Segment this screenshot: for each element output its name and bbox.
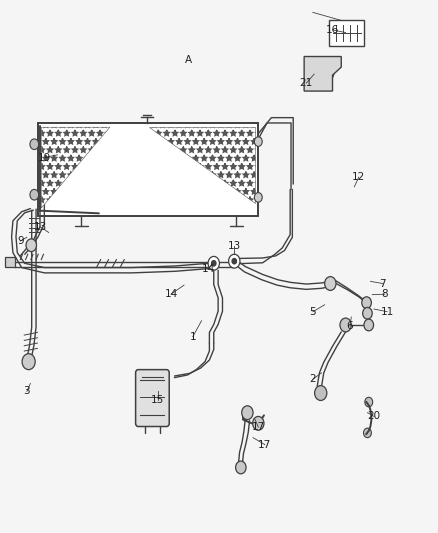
Text: 12: 12 <box>352 172 365 182</box>
FancyBboxPatch shape <box>136 369 169 426</box>
Text: 13: 13 <box>228 241 241 251</box>
Text: 9: 9 <box>17 236 24 246</box>
Text: 19: 19 <box>38 152 51 163</box>
Circle shape <box>325 277 336 290</box>
Circle shape <box>229 254 240 268</box>
Text: 15: 15 <box>151 395 165 406</box>
Text: 17: 17 <box>258 440 272 450</box>
Circle shape <box>363 308 372 319</box>
Circle shape <box>208 256 219 270</box>
Text: 7: 7 <box>379 279 386 288</box>
Bar <box>38 123 258 216</box>
Circle shape <box>30 139 39 150</box>
Text: 13: 13 <box>33 222 46 232</box>
Circle shape <box>26 239 36 252</box>
Circle shape <box>212 261 216 266</box>
Text: 17: 17 <box>252 422 265 432</box>
Text: 8: 8 <box>381 289 388 299</box>
Polygon shape <box>41 127 110 208</box>
Text: 5: 5 <box>310 306 316 317</box>
Text: 2: 2 <box>310 374 316 384</box>
Circle shape <box>22 354 35 369</box>
Circle shape <box>236 461 246 474</box>
Circle shape <box>365 397 373 407</box>
Text: A: A <box>185 55 192 65</box>
Circle shape <box>314 385 327 400</box>
Text: 16: 16 <box>326 25 339 35</box>
Circle shape <box>340 318 351 332</box>
Circle shape <box>364 319 374 331</box>
Text: 3: 3 <box>24 386 30 397</box>
Text: 11: 11 <box>381 306 394 317</box>
Circle shape <box>362 297 371 309</box>
Text: 21: 21 <box>300 78 313 88</box>
Circle shape <box>242 406 253 419</box>
Text: 6: 6 <box>346 321 353 331</box>
Polygon shape <box>304 56 341 91</box>
Circle shape <box>364 428 371 438</box>
Circle shape <box>254 192 262 202</box>
Circle shape <box>232 259 237 264</box>
Bar <box>5 257 14 266</box>
Circle shape <box>253 416 264 430</box>
Text: 14: 14 <box>201 264 215 274</box>
Text: 1: 1 <box>190 332 196 342</box>
Text: 20: 20 <box>367 411 381 422</box>
Circle shape <box>254 137 262 147</box>
Text: 14: 14 <box>164 289 177 299</box>
Circle shape <box>30 189 39 200</box>
FancyBboxPatch shape <box>329 20 364 46</box>
Polygon shape <box>149 127 255 203</box>
